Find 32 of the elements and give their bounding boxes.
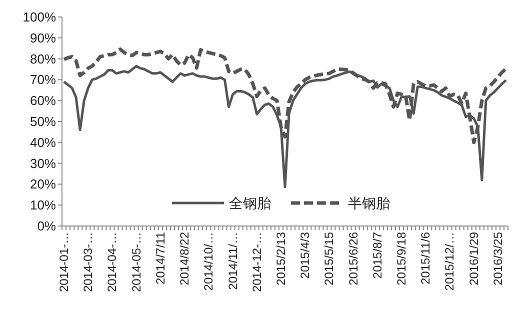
- x-tick-label: 2015/4/3: [298, 232, 312, 279]
- y-tick-label: 30%: [30, 156, 56, 171]
- x-tick-label: 2015/8/7: [370, 232, 384, 279]
- y-tick-label: 60%: [30, 93, 56, 108]
- legend-label: 半钢胎: [348, 195, 390, 211]
- legend-label: 全钢胎: [229, 195, 271, 211]
- x-tick-label: 2014-12-…: [250, 232, 264, 292]
- y-tick-label: 90%: [30, 30, 56, 46]
- x-tick-label: 2014/10/…: [202, 232, 216, 291]
- x-tick-label: 2015/11/6: [418, 232, 433, 284]
- y-tick-label: 50%: [30, 114, 56, 129]
- y-tick-label: 0%: [37, 218, 56, 234]
- x-tick-label: 2015/12/…: [442, 232, 457, 291]
- x-tick-label: 2014-03-…: [81, 232, 96, 292]
- y-tick-label: 100%: [22, 10, 56, 24]
- y-tick-label: 80%: [30, 51, 56, 66]
- y-tick-label: 20%: [30, 176, 56, 192]
- x-tick-label: 2014-01-…: [57, 232, 72, 292]
- x-tick-label: 2015/6/26: [346, 232, 360, 286]
- x-tick-label: 2014/8/22: [178, 232, 192, 286]
- x-tick-label: 2014/11/…: [226, 232, 240, 290]
- y-tick-label: 10%: [30, 198, 56, 213]
- x-tick-label: 2015/5/15: [322, 232, 336, 286]
- y-tick-label: 40%: [30, 134, 56, 150]
- y-tick-label: 70%: [30, 72, 56, 88]
- x-tick-label: 2014/7/11: [153, 232, 168, 284]
- x-tick-label: 2014-05-…: [129, 232, 144, 292]
- x-tick-label: 2016/1/29: [466, 232, 481, 286]
- x-tick-label: 2015/2/13: [274, 232, 288, 286]
- x-tick-label: 2016/3/25: [490, 232, 505, 286]
- x-tick-label: 2014-04-…: [105, 232, 120, 292]
- x-tick-label: 2015/9/18: [394, 232, 409, 286]
